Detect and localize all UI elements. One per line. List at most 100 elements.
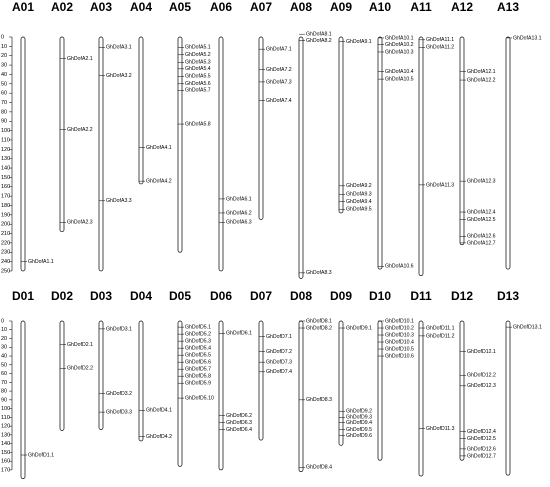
gene-label: GhDofD8.4 [306, 465, 332, 471]
chromosome [177, 320, 183, 467]
chromosome [377, 36, 383, 270]
gene-label: GhDofA7.2 [266, 67, 292, 73]
gene-label: GhDofA12.5 [467, 217, 496, 223]
gene-label: GhDofA6.2 [226, 210, 252, 216]
chromosome-name: D03 [90, 289, 112, 303]
scale-label: 170 [1, 467, 10, 473]
gene-label: GhDofD7.2 [266, 349, 292, 355]
scale-label: 0 [1, 318, 4, 324]
scale-label: 140 [1, 441, 10, 447]
gene-label: GhDofD6.4 [226, 427, 252, 433]
chromosome-name: A04 [130, 0, 152, 14]
scale-label: 130 [1, 432, 10, 438]
scale-label: 10 [1, 44, 7, 50]
gene-label: GhDofA11.3 [426, 182, 454, 188]
gene-label: GhDofD8.1 [306, 318, 332, 324]
scale-label: 60 [1, 91, 7, 97]
gene-label: GhDofD9.4 [346, 420, 372, 426]
scale-label: 130 [1, 156, 10, 162]
scale-label: 30 [1, 63, 7, 69]
gene-label: GhDofA9.1 [346, 39, 372, 45]
chromosome [418, 36, 424, 277]
gene-label: GhDofD5.2 [185, 332, 211, 338]
scale-label: 50 [1, 81, 7, 87]
gene-label: GhDofD11.3 [426, 426, 455, 432]
gene-label: GhDofD7.3 [266, 360, 292, 366]
chromosome-name: A05 [169, 0, 191, 14]
gene-label: GhDofA9.3 [346, 192, 372, 198]
gene-label: GhDofA5.4 [185, 66, 211, 72]
gene-label: GhDofA10.6 [385, 264, 414, 270]
gene-label: GhDofD5.9 [185, 381, 211, 387]
chromosome [59, 320, 65, 431]
gene-label: GhDofD10.5 [385, 346, 414, 352]
chromosome-name: A03 [90, 0, 112, 14]
scale-label: 180 [1, 203, 10, 209]
scale-label: 220 [1, 240, 10, 246]
gene-label: GhDofA7.1 [266, 47, 292, 53]
chromosome-name: A07 [250, 0, 272, 14]
gene-label: GhDofA5.1 [185, 45, 211, 51]
scale-label: 150 [1, 450, 10, 456]
gene-label: GhDofA7.4 [266, 98, 292, 104]
gene-label: GhDofD10.4 [385, 339, 414, 345]
gene-label: GhDofA11.2 [426, 45, 454, 51]
gene-label: GhDofD6.1 [226, 331, 252, 337]
gene-label: GhDofD3.2 [106, 391, 132, 397]
chromosome-name: D02 [51, 289, 73, 303]
chromosome-name: A12 [451, 0, 473, 14]
gene-label: GhDofA12.6 [467, 234, 496, 240]
chromosome [218, 36, 224, 272]
gene-label: GhDofA8.2 [306, 38, 332, 44]
chromosome-name: A11 [410, 0, 432, 14]
gene-label: GhDofA3.3 [106, 198, 132, 204]
gene-label: GhDofA3.1 [106, 45, 132, 51]
gene-label: GhDofD12.2 [467, 373, 496, 379]
gene-label: GhDofA2.2 [67, 127, 93, 133]
gene-label: GhDofD10.3 [385, 332, 414, 338]
gene-label: GhDofD11.2 [426, 333, 455, 339]
scale-label: 170 [1, 194, 10, 200]
chromosome [59, 36, 65, 233]
chromosome [505, 36, 511, 270]
gene-label: GhDofD5.7 [185, 367, 211, 373]
gene-label: GhDofD12.5 [467, 436, 496, 442]
chromosome-name: D09 [330, 289, 352, 303]
gene-label: GhDofD3.3 [106, 409, 132, 415]
gene-label: GhDofD5.8 [185, 374, 211, 380]
scale-label: 210 [1, 231, 10, 237]
chromosome [338, 36, 344, 214]
gene-label: GhDofD12.1 [467, 349, 496, 355]
chromosome-name: A01 [12, 0, 34, 14]
gene-label: GhDofA5.3 [185, 60, 211, 66]
gene-label: GhDofD6.3 [226, 420, 252, 426]
gene-label: GhDofD5.5 [185, 353, 211, 359]
gene-label: GhDofD5.4 [185, 346, 211, 352]
chromosome [138, 320, 144, 442]
gene-label: GhDofD12.6 [467, 446, 496, 452]
scale-label: 100 [1, 128, 10, 134]
gene-label: GhDofD4.2 [146, 434, 172, 440]
scale-label: 70 [1, 100, 7, 106]
scale-label: 90 [1, 119, 7, 125]
scale-label: 110 [1, 137, 10, 143]
scale-label: 40 [1, 353, 7, 359]
chromosome [418, 320, 424, 477]
gene-label: GhDofD2.2 [67, 366, 93, 372]
gene-label: GhDofA2.3 [67, 220, 93, 226]
scale-label: 80 [1, 109, 7, 115]
gene-label: GhDofA5.6 [185, 81, 211, 87]
chromosome [98, 36, 104, 272]
gene-label: GhDofA7.3 [266, 79, 292, 85]
gene-label: GhDofA12.7 [467, 240, 496, 246]
chromosome [218, 320, 224, 471]
chromosome [298, 36, 304, 279]
gene-label: GhDofA6.3 [226, 220, 252, 226]
scale-label: 100 [1, 406, 10, 412]
chromosome-name: D11 [410, 289, 432, 303]
chromosome [258, 320, 264, 441]
scale-label: 240 [1, 259, 10, 265]
gene-label: GhDofA9.5 [346, 207, 372, 213]
gene-label: GhDofA10.5 [385, 76, 414, 82]
